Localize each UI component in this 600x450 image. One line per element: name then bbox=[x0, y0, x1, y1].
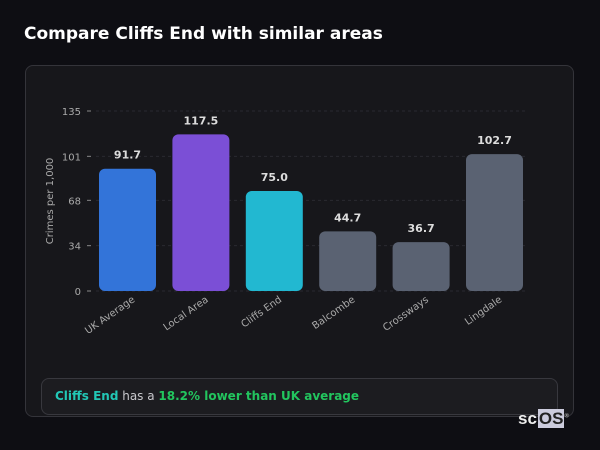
y-axis-label: Crimes per 1,000 bbox=[45, 158, 56, 245]
logo: sc OS® bbox=[517, 409, 569, 429]
data-label: 102.7 bbox=[477, 134, 512, 147]
logo-boxed: OS bbox=[537, 409, 565, 428]
y-tick-label: 101 bbox=[62, 152, 81, 163]
bar-crossways bbox=[392, 242, 450, 291]
y-tick-label: 135 bbox=[62, 107, 81, 118]
summary-highlight: 18.2% lower than UK average bbox=[158, 389, 360, 403]
y-tick-label: 68 bbox=[68, 196, 81, 207]
bar-balcombe bbox=[319, 231, 377, 291]
data-label: 75.0 bbox=[261, 171, 288, 184]
bar-local-area bbox=[172, 134, 230, 291]
y-tick-label: 34 bbox=[68, 242, 81, 253]
summary-box: Cliffs End has a 18.2% lower than UK ave… bbox=[41, 378, 558, 415]
data-label: 36.7 bbox=[408, 222, 435, 235]
y-tick-label: 0 bbox=[75, 287, 81, 298]
x-tick-label: Cliffs End bbox=[239, 294, 284, 330]
bar-cliffs-end bbox=[245, 191, 303, 291]
x-tick-label: Crossways bbox=[381, 294, 431, 333]
bar-lingdale bbox=[466, 154, 523, 291]
page-title: Compare Cliffs End with similar areas bbox=[24, 24, 383, 44]
summary-text: has a bbox=[118, 389, 159, 403]
summary-area: Cliffs End bbox=[55, 389, 119, 403]
data-label: 117.5 bbox=[184, 114, 219, 127]
bar-uk-average bbox=[99, 168, 156, 291]
logo-prefix: sc bbox=[518, 409, 537, 428]
x-tick-label: Lingdale bbox=[463, 294, 504, 327]
data-label: 44.7 bbox=[334, 211, 361, 224]
x-tick-label: UK Average bbox=[83, 294, 137, 336]
x-tick-label: Balcombe bbox=[310, 294, 357, 331]
x-tick-label: Local Area bbox=[162, 294, 211, 333]
logo-mark: ® bbox=[564, 413, 569, 420]
data-label: 91.7 bbox=[114, 149, 141, 162]
